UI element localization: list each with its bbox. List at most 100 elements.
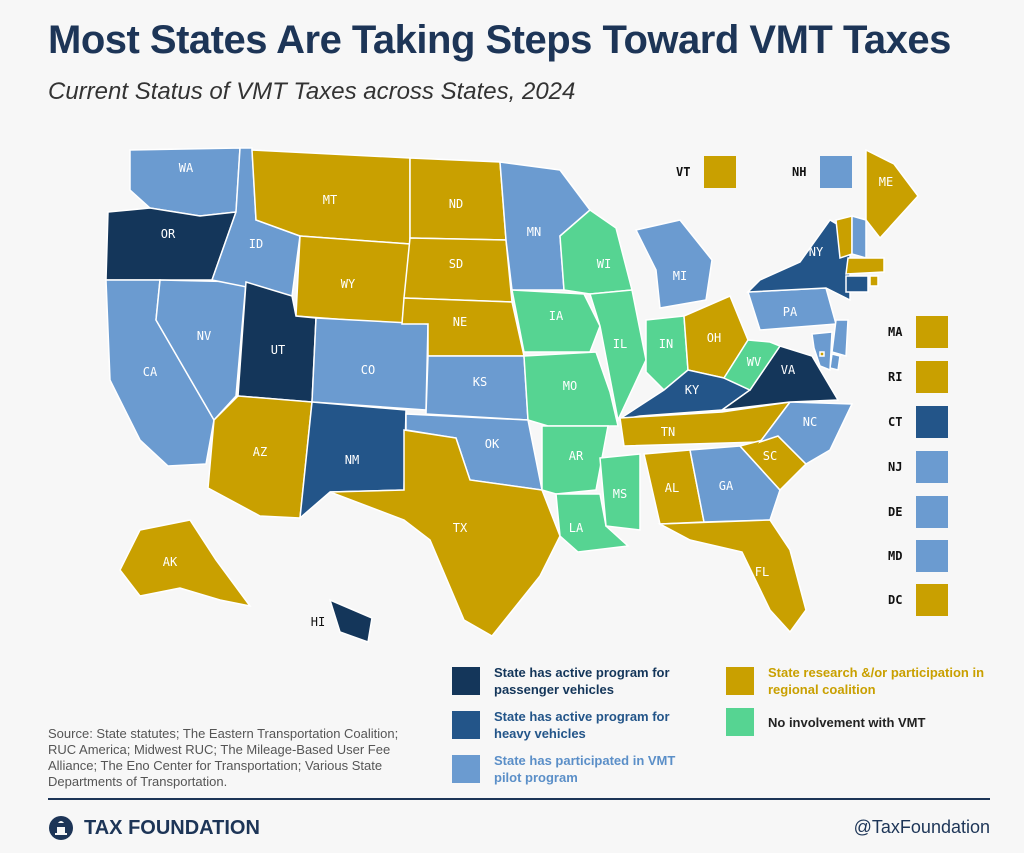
state-label-ar: AR [569,449,584,463]
state-fl [657,519,807,634]
state-nh [851,215,867,259]
state-ga [689,445,781,523]
state-label-ms: MS [613,487,627,501]
inset-nh-code: NH [792,165,807,179]
inset-ri: RI [888,361,948,393]
inset-ma-swatch [916,316,948,348]
state-label-wa: WA [179,161,194,175]
state-label-in: IN [659,337,673,351]
legend-pilot-label: State has participated in VMT pilot prog… [494,753,676,785]
source-note: Source: State statutes; The Eastern Tran… [48,726,399,789]
state-label-al: AL [665,481,679,495]
inset-de: DE [888,496,948,528]
state-label-ut: UT [271,343,285,357]
inset-md-code: MD [888,549,903,563]
state-label-ok: OK [485,437,500,451]
state-label-sd: SD [449,257,463,271]
state-hi [328,598,373,644]
state-label-or: OR [161,227,176,241]
state-label-sc: SC [763,449,777,463]
legend-research-label: State research &/or participation in reg… [768,665,985,697]
legend-passenger-label: State has active program for passenger v… [494,665,670,697]
state-label-az: AZ [253,445,267,459]
legend-research: State research &/or participation in reg… [726,664,996,698]
inset-md: MD [888,540,948,572]
state-dc [819,351,825,357]
state-md [811,331,833,372]
inset-ri-code: RI [888,370,903,384]
state-label-mi: MI [673,269,687,283]
state-il [589,289,647,423]
page-subtitle: Current Status of VMT Taxes across State… [48,78,576,105]
inset-dc-swatch [916,584,948,616]
state-label-wv: WV [747,355,761,369]
inset-vt: VT [676,156,736,188]
state-label-va: VA [781,363,796,377]
legend-none-label: No involvement with VMT [768,714,926,730]
state-ri [869,275,879,287]
legend-none-swatch [726,708,754,736]
state-label-nd: ND [449,197,463,211]
inset-nh-swatch [820,156,852,188]
inset-ct-swatch [916,406,948,438]
state-label-ny: NY [809,245,824,259]
inset-md-swatch [916,540,948,572]
state-label-mt: MT [323,193,337,207]
inset-dc-code: DC [888,593,903,607]
state-de [829,353,841,371]
legend-research-swatch [726,667,754,695]
legend-passenger: State has active program for passenger v… [452,664,692,698]
inset-nj-code: NJ [888,460,903,474]
state-label-ks: KS [473,375,487,389]
legend-heavy-label: State has active program for heavy vehic… [494,709,670,741]
legend-heavy: State has active program for heavy vehic… [452,708,692,742]
footer-rule [48,798,990,800]
state-me [865,148,919,240]
state-mi [634,219,713,309]
state-label-wi: WI [597,257,611,271]
state-mo [523,351,619,427]
state-label-tx: TX [453,521,468,535]
twitter-handle[interactable]: @TaxFoundation [853,817,990,837]
brand-name: TAX FOUNDATION [84,816,260,839]
state-label-hi: HI [311,615,325,629]
legend-pilot: State has participated in VMT pilot prog… [452,752,692,786]
inset-dc: DC [888,584,948,616]
state-ny [746,219,851,302]
state-label-ak: AK [163,555,178,569]
state-label-ga: GA [719,479,734,493]
inset-ma: MA [888,316,948,348]
state-label-mn: MN [527,225,541,239]
state-nj [831,319,849,357]
inset-nj-swatch [916,451,948,483]
inset-de-code: DE [888,505,903,519]
state-label-ca: CA [143,365,158,379]
inset-ma-code: MA [888,325,903,339]
state-la [555,493,630,553]
state-label-tn: TN [661,425,675,439]
state-ct [845,275,869,293]
state-label-nm: NM [345,453,359,467]
page-title: Most States Are Taking Steps Toward VMT … [48,18,951,62]
state-label-me: ME [879,175,893,189]
legend-passenger-swatch [452,667,480,695]
inset-ct-code: CT [888,415,903,429]
inset-vt-swatch [704,156,736,188]
state-wa [129,147,241,217]
inset-de-swatch [916,496,948,528]
state-ar [541,425,609,495]
legend-heavy-swatch [452,711,480,739]
state-ak [119,519,252,608]
us-vmt-status-map: WA OR CA NV ID MT WY UT AZ CO NM ND SD NE KS OK TX MN IA MO… [105,147,919,644]
inset-nh: NH [792,156,852,188]
legend-pilot-swatch [452,755,480,783]
state-ma [845,257,885,275]
state-label-oh: OH [707,331,721,345]
state-label-la: LA [569,521,584,535]
inset-vt-code: VT [676,165,691,179]
state-tx [329,429,561,637]
legend-none: No involvement with VMT [726,708,996,736]
state-label-mo: MO [563,379,577,393]
state-label-il: IL [613,337,627,351]
inset-ri-swatch [916,361,948,393]
